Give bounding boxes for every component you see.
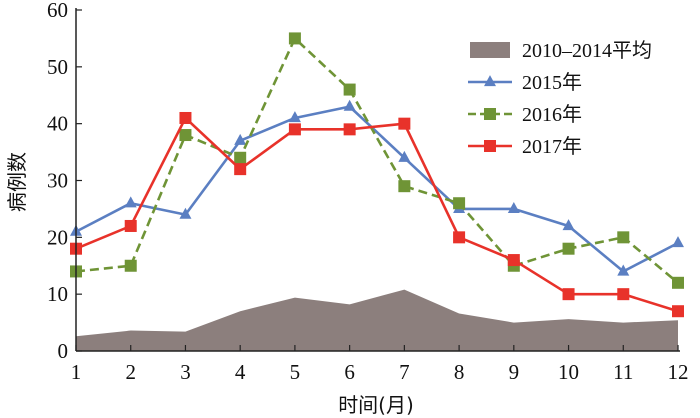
data-point [672,236,684,248]
y-tick-label: 50 [47,55,68,79]
data-point [617,288,630,301]
data-point [617,264,630,276]
x-tick-label: 5 [290,360,301,384]
legend-label: 2016年 [522,103,582,126]
y-axis-title: 病例数 [5,152,29,212]
series-3 [70,32,684,289]
x-tick-label: 1 [71,360,82,384]
legend-swatch-marker [484,140,496,152]
y-tick-label: 10 [47,282,68,306]
data-point [562,242,575,255]
legend-item-2: 2015年 [468,71,582,94]
legend-item-4: 2017年 [468,135,582,158]
series-4 [70,111,684,318]
x-tick-label: 6 [344,360,355,384]
x-tick-label: 7 [399,360,410,384]
series-2 [70,99,684,276]
data-point [234,163,247,176]
data-point [672,305,684,318]
series-1 [76,289,678,351]
data-point [234,133,247,145]
series-line [75,116,679,313]
data-point [288,111,301,123]
legend-swatch [470,42,510,58]
data-point [343,123,356,136]
legend-item-3: 2016年 [468,103,582,126]
data-point [124,219,137,232]
legend-swatch-marker [484,75,496,87]
data-point [288,32,301,45]
data-point [124,259,137,272]
data-point [617,231,630,244]
data-point [124,196,137,208]
legend: 2010–2014平均 2015年 2016年 2017年 [468,39,652,158]
x-tick-label: 11 [613,360,633,384]
data-point [398,180,411,193]
legend-item-1: 2010–2014平均 [470,39,652,62]
data-point [507,254,520,267]
plot-series [70,32,684,351]
x-tick-label: 2 [125,360,136,384]
data-point [453,197,466,210]
x-axis-title: 时间(月) [338,393,414,417]
legend-label: 2010–2014平均 [522,39,652,62]
y-tick-label: 30 [47,169,68,193]
series-line [75,37,679,284]
x-tick-label: 12 [668,360,689,384]
data-point [343,99,356,111]
series-area [76,289,678,351]
x-tick-label: 8 [454,360,465,384]
data-point [179,129,192,142]
data-point [672,276,684,289]
data-point [288,123,301,136]
y-tick-label: 20 [47,225,68,249]
legend-label: 2015年 [522,71,582,94]
y-tick-label: 40 [47,112,68,136]
data-point [179,207,192,219]
x-tick-label: 9 [509,360,520,384]
data-point [234,151,247,164]
y-tick-label: 60 [47,0,68,22]
data-point [179,111,192,124]
x-tick-label: 4 [235,360,246,384]
data-point [453,231,466,244]
series-line [75,105,679,273]
data-point [398,150,411,162]
x-tick-label: 10 [558,360,579,384]
data-point [343,83,356,96]
legend-swatch-marker [484,108,496,120]
data-point [562,219,575,231]
data-point [562,288,575,301]
x-tick-label: 3 [180,360,191,384]
data-point [507,202,520,214]
y-tick-label: 0 [58,339,69,363]
data-point [398,117,411,130]
legend-label: 2017年 [522,135,582,158]
